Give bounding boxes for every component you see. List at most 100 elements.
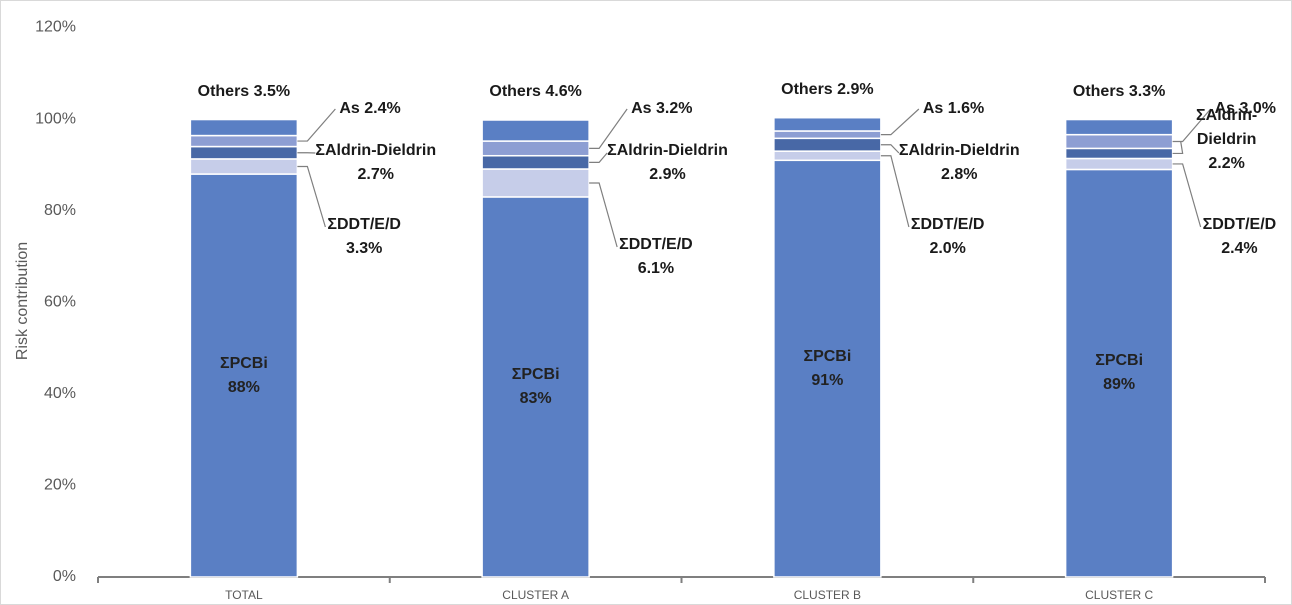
data-label-name: ΣAldrin-Dieldrin bbox=[898, 142, 1020, 159]
data-label-value: 2.0% bbox=[929, 240, 966, 257]
data-label-name: ΣAldrin-Dieldrin bbox=[315, 142, 437, 159]
data-label: ΣDDT/E/D 2.0% bbox=[911, 213, 985, 261]
leader-line bbox=[589, 152, 608, 163]
data-label-value: 83% bbox=[519, 389, 552, 407]
data-label-value: 2.9% bbox=[837, 80, 874, 98]
data-label-value: 2.8% bbox=[941, 166, 978, 183]
data-label: As 1.6% bbox=[923, 97, 984, 121]
bar-segment bbox=[1064, 133, 1174, 150]
data-label-value: 2.4% bbox=[1221, 240, 1258, 257]
data-label-value: 2.4% bbox=[364, 100, 401, 117]
data-label: ΣPCBi 91% bbox=[803, 345, 851, 393]
data-label: ΣPCBi 88% bbox=[220, 352, 268, 400]
data-label: As 2.4% bbox=[339, 97, 400, 121]
y-tick-label: 60% bbox=[44, 293, 76, 310]
data-label: Others 3.3% bbox=[1073, 80, 1166, 104]
data-label-value: 6.1% bbox=[637, 260, 675, 277]
data-label: ΣAldrin-Dieldrin 2.8% bbox=[899, 139, 1020, 187]
bar-segment bbox=[481, 154, 590, 170]
data-label: ΣAldrin-Dieldrin 2.2% bbox=[1181, 104, 1273, 176]
data-label: Others 2.9% bbox=[781, 78, 874, 102]
y-tick-label: 80% bbox=[44, 202, 76, 219]
data-label-value: 3.3% bbox=[1128, 82, 1166, 100]
bar-segment bbox=[189, 134, 299, 148]
data-label-name: ΣDDT/E/D bbox=[619, 236, 693, 253]
data-label: ΣDDT/E/D 3.3% bbox=[327, 213, 401, 261]
x-tick-label: TOTAL bbox=[225, 588, 263, 602]
data-label-name: ΣAldrin-Dieldrin bbox=[1196, 107, 1258, 148]
data-label-name: As bbox=[1214, 100, 1236, 117]
y-tick-label: 120% bbox=[35, 19, 76, 36]
bar-segment bbox=[773, 150, 882, 162]
bar-segment bbox=[773, 130, 882, 140]
data-label: Others 4.6% bbox=[489, 80, 582, 104]
data-label-name: As bbox=[631, 100, 652, 117]
data-label-name: ΣAldrin-Dieldrin bbox=[607, 142, 728, 159]
leader-line bbox=[589, 108, 628, 149]
data-label-value: 2.7% bbox=[357, 166, 394, 183]
bar-segment bbox=[189, 118, 299, 137]
data-label: ΣDDT/E/D 2.4% bbox=[1203, 213, 1277, 261]
x-tick-label: CLUSTER A bbox=[502, 588, 569, 602]
data-label-name: ΣDDT/E/D bbox=[910, 216, 985, 233]
data-label-name: Others bbox=[197, 82, 250, 100]
data-label-name: Others bbox=[489, 82, 541, 100]
bar-segment bbox=[481, 168, 590, 198]
data-label-name: ΣPCBi bbox=[803, 347, 852, 365]
data-label: ΣDDT/E/D 6.1% bbox=[619, 233, 693, 281]
y-tick-label: 40% bbox=[44, 385, 76, 402]
data-label-name: Others bbox=[781, 80, 833, 98]
data-label-value: 2.2% bbox=[1208, 155, 1245, 172]
data-label-value: 91% bbox=[811, 371, 844, 389]
leader-line bbox=[297, 108, 336, 142]
data-label: ΣPCBi 83% bbox=[512, 363, 560, 411]
data-label-value: 3.5% bbox=[253, 82, 291, 100]
data-label-value: 1.6% bbox=[947, 100, 985, 117]
leader-line bbox=[1172, 163, 1202, 228]
leader-line bbox=[297, 165, 326, 228]
leader-line bbox=[589, 182, 618, 248]
leader-line bbox=[880, 144, 900, 154]
data-label-name: ΣPCBi bbox=[511, 365, 560, 383]
bar-segment bbox=[189, 158, 299, 175]
data-label: Others 3.5% bbox=[198, 80, 291, 104]
data-label: ΣAldrin-Dieldrin 2.7% bbox=[315, 139, 436, 187]
x-tick-label: CLUSTER B bbox=[794, 588, 861, 602]
data-label-name: ΣDDT/E/D bbox=[327, 216, 401, 233]
y-axis-title: Risk contribution bbox=[14, 242, 31, 360]
leader-line bbox=[1172, 108, 1212, 143]
bar-segment bbox=[1064, 118, 1174, 136]
data-label-value: 89% bbox=[1103, 376, 1136, 394]
data-label-value: 3.2% bbox=[656, 100, 693, 117]
leader-line bbox=[880, 155, 910, 228]
data-label-name: ΣPCBi bbox=[219, 354, 268, 372]
bar-segment bbox=[1064, 147, 1174, 160]
data-label-name: As bbox=[922, 100, 944, 117]
data-label: ΣAldrin-Dieldrin 2.9% bbox=[607, 139, 728, 187]
bar-segment bbox=[481, 196, 590, 578]
bar-segment bbox=[773, 137, 882, 152]
data-label-value: 3.0% bbox=[1239, 100, 1276, 117]
leader-line bbox=[880, 108, 920, 136]
y-tick-label: 0% bbox=[53, 568, 76, 585]
bar-segment bbox=[1064, 168, 1174, 578]
data-label-name: Others bbox=[1072, 82, 1125, 100]
bar-segment bbox=[189, 173, 299, 578]
data-label: As 3.2% bbox=[631, 97, 692, 121]
bar-segment bbox=[773, 116, 882, 132]
data-label-name: As bbox=[339, 100, 360, 117]
y-tick-label: 20% bbox=[44, 477, 76, 494]
bar-segment bbox=[481, 140, 590, 157]
data-label-value: 4.6% bbox=[545, 82, 582, 100]
data-label-value: 2.9% bbox=[649, 166, 686, 183]
y-tick-label: 100% bbox=[35, 110, 76, 127]
bar-segment bbox=[773, 159, 882, 578]
data-label-name: ΣDDT/E/D bbox=[1202, 216, 1277, 233]
data-label-value: 88% bbox=[227, 378, 260, 396]
x-tick-label: CLUSTER C bbox=[1085, 588, 1153, 602]
bar-segment bbox=[481, 119, 590, 142]
data-label-name: ΣPCBi bbox=[1095, 352, 1144, 370]
bar-segment bbox=[1064, 157, 1174, 171]
